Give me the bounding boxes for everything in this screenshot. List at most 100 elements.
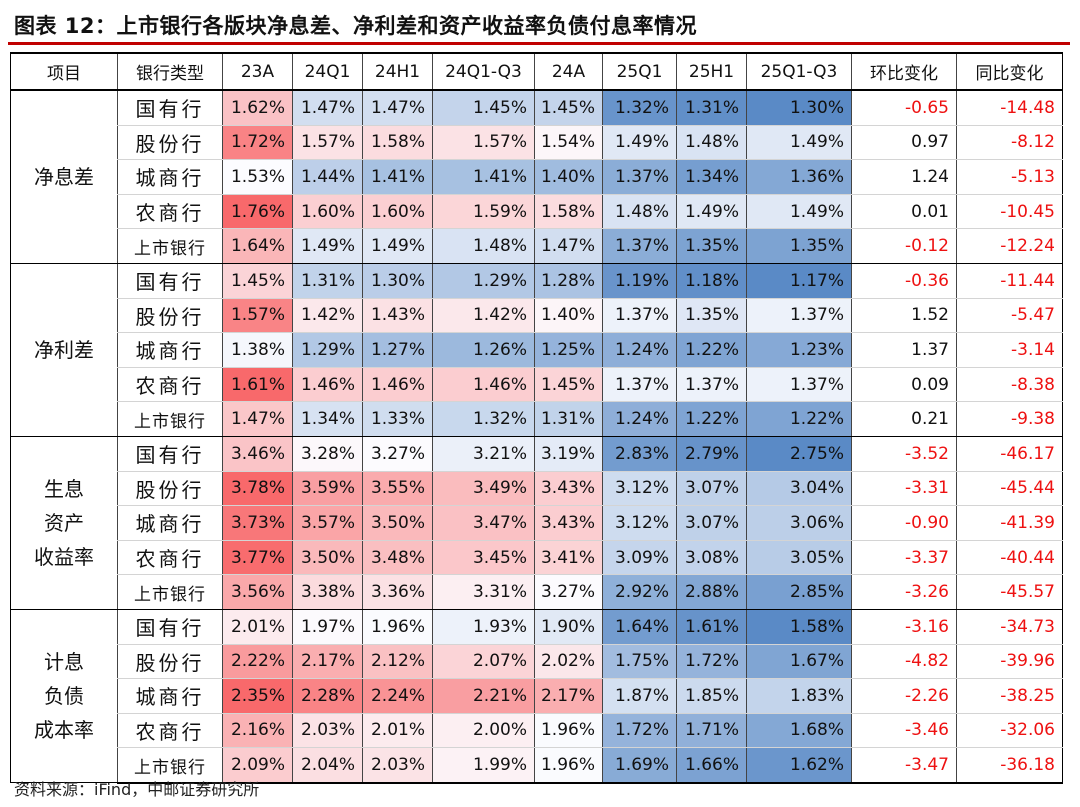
column-header: 25H1 xyxy=(676,52,747,91)
table-row: 生息 资产 收益率 国有行 3.46% 3.28% 3.27% 3.21% 3.19% 2.8… xyxy=(10,436,1063,610)
value-cell: 2.17% xyxy=(534,678,603,714)
bank-type-label: 上市银行 xyxy=(117,747,223,784)
value-cell: 1.28% xyxy=(534,263,603,299)
yoy-change-cell: -36.18 xyxy=(956,747,1063,784)
yoy-change-cell: -41.39 xyxy=(956,505,1063,541)
value-cell: 1.24% xyxy=(602,332,677,368)
qoq-change-cell: 0.09 xyxy=(851,367,957,403)
table-row: 城商行 1.38% 1.29% 1.27% 1.26% 1.25% 1.24% 1.22% 1.… xyxy=(11,332,1063,368)
value-cell: 1.53% xyxy=(222,159,293,195)
qoq-change-cell: -3.46 xyxy=(851,713,957,749)
table-row: 上市银行 1.47% 1.34% 1.33% 1.32% 1.31% 1.24% 1.22% 1… xyxy=(11,401,1063,437)
value-cell: 1.85% xyxy=(676,678,747,714)
bank-type-label: 农商行 xyxy=(117,194,223,230)
value-cell: 1.48% xyxy=(602,194,677,230)
figure-title: 图表 12：上市银行各版块净息差、净利差和资产收益率负债付息率情况 xyxy=(14,14,698,38)
value-cell: 2.24% xyxy=(362,678,433,714)
value-cell: 1.41% xyxy=(432,159,535,195)
value-cell: 1.47% xyxy=(362,90,433,126)
bank-type-label: 股份行 xyxy=(117,471,223,507)
value-cell: 1.57% xyxy=(292,125,363,161)
qoq-change-cell: 1.24 xyxy=(851,159,957,195)
value-cell: 1.22% xyxy=(676,332,747,368)
value-cell: 3.21% xyxy=(432,436,535,472)
table-row: 净利差 国有行 1.45% 1.31% 1.30% 1.29% 1.28% 1.19% 1.18… xyxy=(10,263,1063,437)
value-cell: 1.37% xyxy=(602,228,677,264)
table-row: 农商行 1.61% 1.46% 1.46% 1.46% 1.45% 1.37% 1.37% 1.… xyxy=(11,367,1063,403)
value-cell: 1.29% xyxy=(292,332,363,368)
value-cell: 1.30% xyxy=(746,90,852,126)
value-cell: 1.31% xyxy=(534,401,603,437)
value-cell: 1.87% xyxy=(602,678,677,714)
bank-type-label: 国有行 xyxy=(117,90,223,126)
yoy-change-cell: -34.73 xyxy=(956,609,1063,645)
metric-label: 净息差 xyxy=(10,90,118,264)
value-cell: 1.45% xyxy=(534,90,603,126)
column-header: 24A xyxy=(534,52,603,91)
value-cell: 1.25% xyxy=(534,332,603,368)
value-cell: 1.23% xyxy=(746,332,852,368)
table-row: 股份行 2.22% 2.17% 2.12% 2.07% 2.02% 1.75% 1.72% 1.… xyxy=(11,644,1063,680)
value-cell: 3.12% xyxy=(602,471,677,507)
yoy-change-cell: -11.44 xyxy=(956,263,1063,299)
value-cell: 1.37% xyxy=(746,298,852,334)
value-cell: 1.97% xyxy=(292,609,363,645)
value-cell: 2.03% xyxy=(292,713,363,749)
column-header: 24Q1-Q3 xyxy=(432,52,535,91)
qoq-change-cell: 1.52 xyxy=(851,298,957,334)
table-row: 股份行 3.78% 3.59% 3.55% 3.49% 3.43% 3.12% 3.07% 3.… xyxy=(11,471,1063,507)
value-cell: 1.72% xyxy=(676,644,747,680)
value-cell: 1.19% xyxy=(602,263,677,299)
yoy-change-cell: -45.44 xyxy=(956,471,1063,507)
value-cell: 3.57% xyxy=(292,505,363,541)
value-cell: 1.32% xyxy=(602,90,677,126)
value-cell: 1.66% xyxy=(676,747,747,784)
qoq-change-cell: -0.36 xyxy=(851,263,957,299)
value-cell: 1.48% xyxy=(676,125,747,161)
yoy-change-cell: -5.13 xyxy=(956,159,1063,195)
value-cell: 1.37% xyxy=(602,159,677,195)
value-cell: 3.05% xyxy=(746,540,852,576)
column-header: 24H1 xyxy=(362,52,433,91)
value-cell: 2.22% xyxy=(222,644,293,680)
value-cell: 2.16% xyxy=(222,713,293,749)
table-row: 城商行 2.35% 2.28% 2.24% 2.21% 2.17% 1.87% 1.85% 1.… xyxy=(11,678,1063,714)
value-cell: 2.79% xyxy=(676,436,747,472)
yoy-change-cell: -10.45 xyxy=(956,194,1063,230)
bank-type-label: 农商行 xyxy=(117,540,223,576)
qoq-change-cell: -3.47 xyxy=(851,747,957,784)
yoy-change-cell: -9.38 xyxy=(956,401,1063,437)
value-cell: 1.49% xyxy=(362,228,433,264)
bank-type-label: 上市银行 xyxy=(117,228,223,264)
bank-type-label: 股份行 xyxy=(117,125,223,161)
value-cell: 3.55% xyxy=(362,471,433,507)
value-cell: 1.49% xyxy=(292,228,363,264)
value-cell: 2.85% xyxy=(746,574,852,610)
value-cell: 1.62% xyxy=(746,747,852,784)
value-cell: 1.57% xyxy=(432,125,535,161)
value-cell: 1.64% xyxy=(222,228,293,264)
value-cell: 1.61% xyxy=(222,367,293,403)
value-cell: 2.01% xyxy=(362,713,433,749)
value-cell: 1.57% xyxy=(222,298,293,334)
value-cell: 1.31% xyxy=(676,90,747,126)
value-cell: 1.18% xyxy=(676,263,747,299)
source-note: 资料来源：iFind，中邮证券研究所 xyxy=(14,780,260,799)
title-bar: 图表 12：上市银行各版块净息差、净利差和资产收益率负债付息率情况 xyxy=(8,4,1070,45)
bank-type-label: 城商行 xyxy=(117,678,223,714)
value-cell: 2.88% xyxy=(676,574,747,610)
value-cell: 3.28% xyxy=(292,436,363,472)
bank-type-label: 城商行 xyxy=(117,159,223,195)
table-row: 上市银行 2.09% 2.04% 2.03% 1.99% 1.96% 1.69% 1.66% 1… xyxy=(11,747,1063,784)
bank-type-label: 国有行 xyxy=(117,263,223,299)
qoq-change-cell: 1.37 xyxy=(851,332,957,368)
value-cell: 1.29% xyxy=(432,263,535,299)
qoq-change-cell: -0.65 xyxy=(851,90,957,126)
value-cell: 2.21% xyxy=(432,678,535,714)
value-cell: 3.38% xyxy=(292,574,363,610)
value-cell: 3.06% xyxy=(746,505,852,541)
value-cell: 1.40% xyxy=(534,298,603,334)
column-header: 24Q1 xyxy=(292,52,363,91)
value-cell: 3.31% xyxy=(432,574,535,610)
yoy-change-cell: -46.17 xyxy=(956,436,1063,472)
